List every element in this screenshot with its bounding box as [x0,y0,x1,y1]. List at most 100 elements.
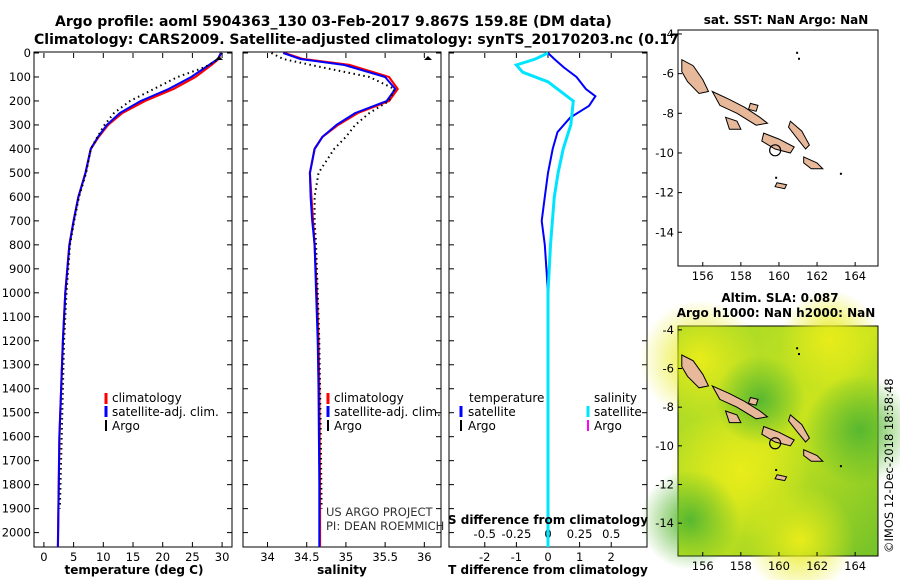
depth-tick-label: 800 [9,238,31,252]
series-argo [58,52,223,509]
x-tick-label: 10 [96,550,111,564]
depth-tick-label: 600 [9,190,31,204]
island [711,384,769,420]
reef-dot [798,353,800,356]
reef-dot [775,469,778,472]
reef-dot [796,51,799,54]
series-satellite-adj-clim- [56,52,222,548]
series-argo [270,52,396,509]
depth-tick-label: 1800 [2,478,31,492]
sst-map-title: sat. SST: NaN Argo: NaN [704,13,869,27]
depth-tick-label: 500 [9,166,31,180]
island [774,182,788,190]
difference-legend: temperature satellite Argo salinity sate… [459,391,642,433]
island [724,410,742,424]
x-tick-label: 15 [126,550,141,564]
island [803,448,825,462]
reef-dot [839,465,842,468]
depth-tick-label: 100 [9,70,31,84]
x-tick-label: 25 [185,550,200,564]
s-tick-label: 0.25 [567,527,593,541]
t-tick-label: 1 [576,550,583,564]
legend-sal-climatology: climatology [334,391,404,405]
map-x-tick-label: 164 [844,559,866,573]
s-tick-label: -0.25 [502,527,532,541]
map-x-tick-label: 156 [692,559,714,573]
island [724,116,742,130]
map-x-tick-label: 156 [692,269,714,283]
island [761,132,795,154]
legend-s-argo: Argo [594,419,622,433]
map-y-tick-label: -4 [663,323,674,337]
temperature-xlabel: temperature (deg C) [65,563,204,577]
series-satellite-adj-clim- [282,52,397,547]
legend-s-satellite: satellite [594,405,642,419]
legend-climatology: climatology [112,391,182,405]
depth-tick-label: 1500 [2,406,31,420]
depth-tick-label: 300 [9,118,31,132]
sla-anomaly-patch [745,485,855,580]
map-y-tick-label: -10 [655,146,674,160]
profile-location-marker [769,144,782,157]
project-note: US ARGO PROJECT [326,505,434,519]
depth-tick-label: 200 [9,94,31,108]
map-y-tick-label: -10 [655,439,674,453]
x-tick-label: 35.5 [372,550,398,564]
legend-sal-satellite: satellite-adj. clim. [334,405,441,419]
series-s-satellite [513,51,575,547]
map-y-tick-label: -12 [655,477,674,491]
argo-start-marker [424,56,432,60]
depth-tick-label: 1900 [2,502,31,516]
island [787,414,811,443]
reef-dot [796,347,799,350]
island [681,58,710,95]
legend-t-argo: Argo [468,419,496,433]
title-line-2: Climatology: CARS2009. Satellite-adjuste… [34,32,752,48]
title-line-1: Argo profile: aoml 5904363_130 03-Feb-20… [55,14,612,30]
island [747,102,759,112]
imos-watermark: ©IMOS 12-Dec-2018 18:58:48 [882,378,896,553]
map-x-tick-label: 158 [730,269,752,283]
map-x-tick-label: 164 [844,269,866,283]
depth-tick-label: 1200 [2,334,31,348]
temperature-axes [33,51,233,548]
x-tick-label: 35 [339,550,354,564]
pi-note: PI: DEAN ROEMMICH [326,519,444,533]
map-y-tick-label: -4 [663,27,674,41]
sla-map-title-1: Altim. SLA: 0.087 [721,291,838,305]
island [747,396,759,406]
map-x-tick-label: 162 [806,269,828,283]
island [803,156,824,170]
depth-tick-label: 1400 [2,382,31,396]
legend-s-heading: salinity [594,391,637,405]
depth-tick-label: 400 [9,142,31,156]
x-tick-label: 34 [260,550,275,564]
legend-t-heading: temperature [469,391,544,405]
x-tick-label: 34.5 [294,550,320,564]
depth-tick-label: 1300 [2,358,31,372]
depth-tick-label: 1100 [2,310,31,324]
map-x-tick-label: 160 [768,559,790,573]
sla-anomaly-patch [640,470,740,570]
argo-start-marker [215,56,223,60]
island [787,120,811,150]
island [774,474,788,482]
t-difference-xlabel: T difference from climatology [448,563,648,577]
x-tick-label: 20 [155,550,170,564]
salinity-axes [242,51,442,548]
depth-tick-label: 0 [24,46,31,60]
profile-location-marker [769,437,782,450]
sla-anomaly-patch [780,290,880,390]
map-x-tick-label: 158 [730,559,752,573]
map-y-tick-label: -12 [655,186,674,200]
depth-tick-label: 1000 [2,286,31,300]
x-tick-label: 0 [40,550,47,564]
x-tick-label: 30 [215,550,230,564]
legend-satellite: satellite-adj. clim. [112,405,219,419]
map-y-tick-label: -6 [663,67,674,81]
reef-dot [775,176,778,179]
depth-tick-label: 900 [9,262,31,276]
map-x-tick-label: 162 [806,559,828,573]
depth-tick-label: 700 [9,214,31,228]
